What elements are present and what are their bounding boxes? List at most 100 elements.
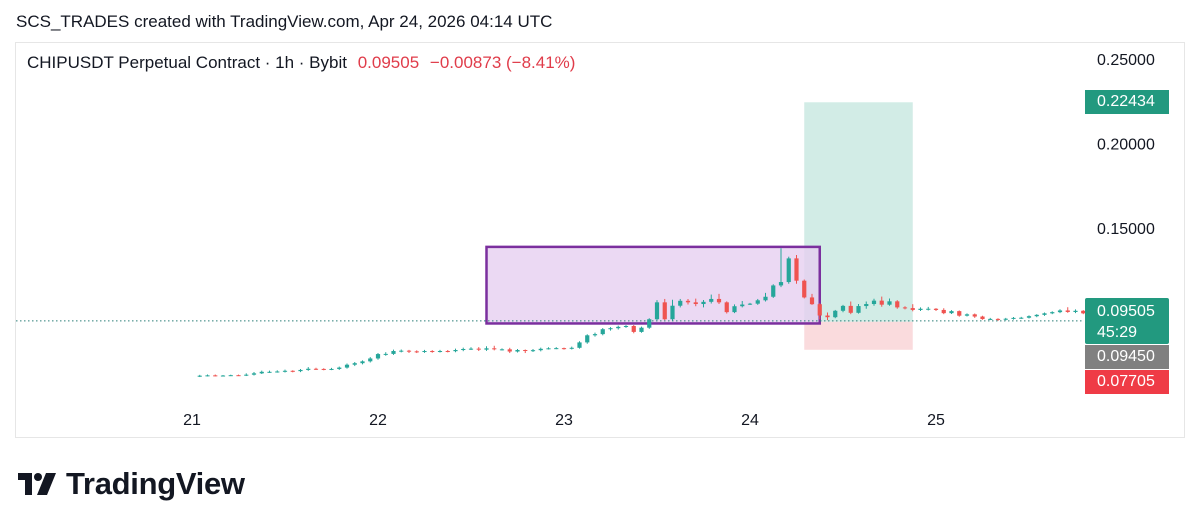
candle[interactable] (701, 299, 706, 308)
candle[interactable] (825, 312, 830, 321)
candle[interactable] (693, 298, 698, 307)
candle[interactable] (716, 293, 722, 305)
candle[interactable] (654, 300, 660, 321)
candle[interactable] (507, 347, 512, 354)
candle[interactable] (592, 332, 598, 337)
candle[interactable] (856, 304, 861, 314)
candle[interactable] (213, 374, 218, 377)
candle[interactable] (1034, 314, 1039, 318)
candle[interactable] (468, 347, 474, 351)
candle[interactable] (228, 374, 233, 377)
candle[interactable] (616, 325, 621, 330)
candle[interactable] (1057, 309, 1063, 314)
candle[interactable] (585, 334, 590, 344)
candle[interactable] (740, 300, 745, 308)
candle[interactable] (492, 345, 497, 351)
candle[interactable] (964, 313, 970, 317)
candle[interactable] (406, 349, 412, 354)
candle[interactable] (631, 324, 636, 334)
candle[interactable] (678, 298, 683, 308)
candle[interactable] (251, 371, 257, 376)
candle[interactable] (352, 362, 357, 367)
candle[interactable] (600, 328, 605, 336)
candle[interactable] (1073, 309, 1078, 314)
candle[interactable] (639, 326, 644, 333)
candle[interactable] (422, 349, 427, 353)
candle[interactable] (1011, 317, 1016, 320)
candle[interactable] (918, 307, 923, 311)
candle[interactable] (747, 302, 753, 306)
candle[interactable] (484, 346, 489, 351)
candle[interactable] (360, 360, 365, 365)
candle[interactable] (972, 313, 977, 318)
candle[interactable] (949, 310, 954, 314)
candle[interactable] (197, 374, 202, 378)
candle[interactable] (290, 370, 295, 373)
candle[interactable] (864, 301, 869, 309)
candle[interactable] (623, 325, 629, 328)
symbol-legend[interactable]: CHIPUSDT Perpetual Contract · 1h · Bybit… (27, 53, 575, 73)
candle[interactable] (344, 363, 350, 369)
loss-zone[interactable] (804, 321, 913, 350)
candle[interactable] (1065, 307, 1070, 313)
candle[interactable] (763, 292, 768, 302)
tradingview-logo[interactable]: TradingView (18, 466, 245, 502)
candle[interactable] (608, 327, 613, 331)
candle[interactable] (236, 374, 241, 377)
candle[interactable] (453, 348, 458, 353)
candle[interactable] (267, 370, 272, 373)
candle[interactable] (910, 304, 915, 312)
candle[interactable] (709, 294, 714, 304)
candle[interactable] (244, 373, 249, 377)
candle[interactable] (399, 349, 404, 353)
candle[interactable] (988, 317, 993, 321)
candle[interactable] (461, 347, 466, 352)
candle[interactable] (670, 299, 675, 321)
candle[interactable] (313, 367, 319, 370)
candle[interactable] (515, 348, 520, 353)
candle[interactable] (833, 309, 838, 319)
candle[interactable] (1003, 317, 1008, 321)
candle[interactable] (957, 310, 962, 317)
candle[interactable] (941, 308, 946, 315)
candle[interactable] (476, 347, 481, 352)
candle[interactable] (685, 298, 691, 305)
candle[interactable] (383, 352, 388, 356)
candle[interactable] (887, 298, 892, 306)
candle[interactable] (282, 369, 288, 373)
candle[interactable] (523, 349, 528, 354)
candle[interactable] (980, 315, 985, 320)
candle[interactable] (755, 298, 760, 305)
candle[interactable] (1026, 315, 1032, 319)
chart-pane[interactable] (15, 42, 1185, 438)
candle[interactable] (879, 296, 884, 307)
candle[interactable] (926, 306, 931, 311)
candle[interactable] (848, 301, 853, 315)
candle[interactable] (391, 349, 396, 355)
candle[interactable] (724, 301, 729, 314)
consolidation-rectangle[interactable] (485, 245, 821, 325)
candle[interactable] (786, 256, 791, 284)
candle[interactable] (329, 367, 334, 371)
candle[interactable] (554, 347, 559, 350)
candle[interactable] (499, 348, 505, 351)
candle[interactable] (205, 374, 210, 377)
candle[interactable] (732, 304, 737, 314)
candle[interactable] (538, 347, 543, 352)
candle[interactable] (1081, 310, 1086, 315)
candle[interactable] (220, 375, 226, 377)
candle[interactable] (298, 368, 303, 373)
profit-zone[interactable] (804, 102, 913, 322)
candle[interactable] (368, 357, 373, 363)
candle[interactable] (569, 346, 574, 350)
candle[interactable] (306, 367, 311, 371)
candle[interactable] (275, 370, 280, 373)
candle[interactable] (794, 255, 799, 284)
candle[interactable] (933, 308, 939, 311)
candle[interactable] (647, 318, 652, 329)
candle[interactable] (430, 350, 435, 353)
candle[interactable] (530, 348, 536, 353)
candle[interactable] (995, 318, 1001, 321)
candle[interactable] (259, 370, 264, 375)
candle[interactable] (337, 366, 342, 370)
